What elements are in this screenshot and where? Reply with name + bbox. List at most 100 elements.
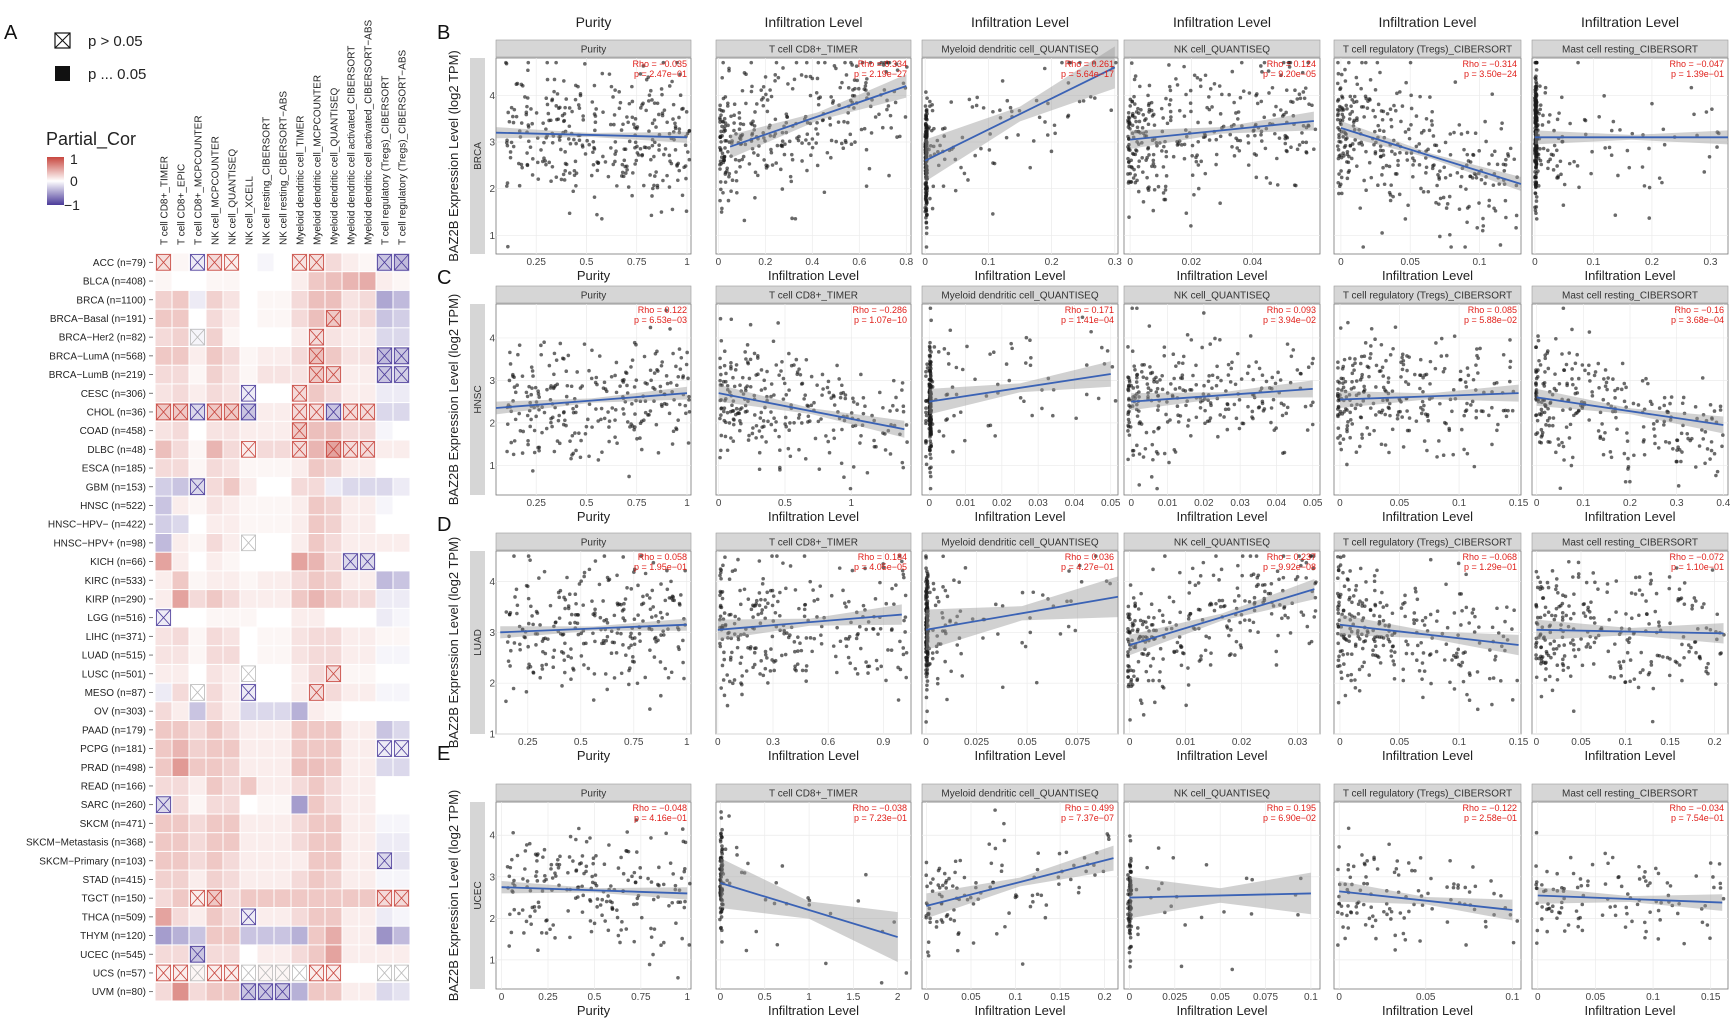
heatmap-cell [376, 272, 393, 290]
data-point [1572, 413, 1576, 418]
data-point [567, 171, 572, 175]
data-point [1130, 349, 1135, 354]
rho-annotation: Rho = 0.085 [1468, 305, 1517, 315]
data-point [1342, 357, 1347, 362]
data-point [1131, 111, 1135, 116]
heatmap-cell [223, 515, 240, 533]
p-annotation: p = 6.53e−03 [634, 315, 687, 325]
data-point [557, 413, 562, 418]
data-point [546, 111, 551, 116]
data-point [610, 406, 615, 410]
data-point [881, 405, 885, 410]
data-point [577, 106, 582, 110]
data-point [1476, 371, 1480, 375]
data-point [1131, 176, 1136, 180]
data-point [1338, 433, 1343, 438]
data-point [582, 570, 587, 575]
data-point [1180, 373, 1185, 378]
data-point [648, 173, 652, 177]
data-point [1491, 183, 1496, 187]
data-point [838, 395, 843, 400]
data-point [653, 140, 657, 145]
data-point [603, 387, 608, 391]
data-point [1376, 102, 1381, 107]
data-point [1490, 92, 1495, 96]
data-point [1074, 416, 1078, 421]
data-point [1432, 163, 1436, 167]
facet-strip-label: T cell CD8+_TIMER [769, 291, 858, 302]
data-point [834, 66, 838, 71]
data-point [1365, 106, 1370, 110]
data-point [1337, 380, 1342, 385]
ns-marker-box [292, 384, 307, 402]
data-point [534, 400, 539, 404]
data-point [765, 98, 770, 102]
data-point [1284, 148, 1289, 153]
data-point [1144, 130, 1148, 134]
data-point [1128, 148, 1132, 152]
heatmap-row-label: BRCA−LumB (n=219) [49, 370, 146, 381]
data-point [1386, 391, 1391, 396]
ns-marker-box [377, 852, 392, 870]
data-point [1564, 362, 1569, 367]
heatmap-cell [172, 309, 189, 328]
data-point [1483, 181, 1487, 186]
data-point [1127, 420, 1132, 425]
data-point [1168, 418, 1172, 422]
data-point [1641, 425, 1646, 429]
data-point [744, 72, 748, 77]
data-point [557, 616, 562, 620]
data-point [718, 135, 722, 139]
data-point [1537, 440, 1542, 444]
data-point [1403, 380, 1408, 384]
data-point [520, 451, 525, 455]
heatmap-cell [359, 945, 376, 964]
heatmap-cell [189, 758, 206, 777]
data-point [749, 121, 753, 126]
data-point [1533, 109, 1538, 114]
ns-marker-line [156, 796, 171, 813]
heatmap-cell [291, 646, 308, 664]
data-point [1391, 138, 1396, 143]
data-point [1439, 336, 1444, 341]
data-point [718, 378, 722, 383]
data-point [659, 363, 664, 368]
data-point [1368, 356, 1372, 360]
heatmap-cell [274, 721, 291, 739]
data-point [1560, 139, 1564, 144]
data-point [1364, 188, 1368, 192]
heatmap-cell [308, 926, 325, 945]
data-point [639, 447, 644, 452]
data-point [951, 449, 955, 454]
data-point [1282, 403, 1286, 407]
data-point [1354, 393, 1359, 398]
data-point [1174, 77, 1178, 81]
heatmap-cell [376, 421, 393, 440]
data-point [1171, 154, 1176, 159]
data-point [1631, 401, 1636, 406]
heatmap-cell [206, 758, 223, 777]
ns-marker-line [360, 403, 375, 421]
data-point [1613, 396, 1617, 400]
heatmap-cell [155, 440, 172, 459]
data-point [1411, 174, 1415, 179]
data-point [739, 134, 744, 138]
data-point [1295, 147, 1300, 152]
facet-plot-area [495, 303, 692, 496]
data-point [1353, 406, 1358, 411]
data-point [1172, 376, 1176, 381]
data-point [1218, 112, 1223, 116]
row-strip-label: BRCA [473, 142, 484, 170]
x-axis-title: Infiltration Level [1584, 268, 1675, 283]
data-point [1245, 371, 1250, 376]
data-point [1657, 176, 1662, 180]
data-point [1441, 195, 1446, 200]
data-point [554, 358, 559, 362]
data-point [1443, 175, 1448, 180]
heatmap-column-label: T cell regulatory (Tregs)_CIBERSORT [381, 76, 392, 245]
data-point [1551, 168, 1556, 172]
data-point [562, 670, 567, 675]
heatmap-cell [376, 496, 393, 515]
data-point [1214, 162, 1218, 167]
data-point [1045, 133, 1050, 137]
